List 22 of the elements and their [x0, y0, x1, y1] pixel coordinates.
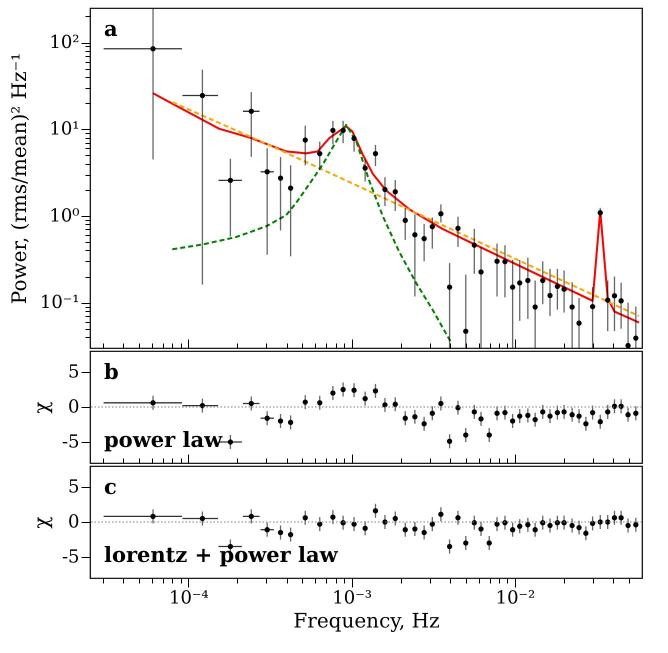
y-tick-label: 0 — [68, 512, 80, 532]
x-tick-label: 10⁻³ — [332, 588, 372, 608]
y-axis-title: χ — [28, 516, 53, 529]
y-tick-label: 0 — [68, 396, 80, 418]
x-tick-label: 10⁻⁴ — [169, 588, 209, 608]
y-tick-label: 10⁰ — [49, 205, 80, 226]
y-tick-label: -5 — [62, 432, 80, 452]
y-axis-title: Power, (rms/mean)² Hz⁻¹ — [6, 52, 31, 304]
y-tick-label: 10⁻¹ — [40, 292, 80, 314]
y-tick-label: 10¹ — [49, 118, 80, 140]
annotation: a — [104, 16, 118, 41]
x-tick-label: 10⁻² — [496, 588, 536, 608]
y-axis-title: χ — [28, 401, 53, 414]
annotation: b — [104, 359, 119, 384]
annotation: power law — [104, 427, 224, 452]
y-tick-label: 5 — [68, 362, 80, 382]
annotation: lorentz + power law — [104, 542, 339, 567]
x-axis-title: Frequency, Hz — [293, 608, 440, 632]
y-tick-label: 10² — [49, 32, 80, 54]
annotation: c — [104, 474, 117, 499]
y-tick-label: 5 — [68, 476, 80, 498]
y-tick-label: -5 — [62, 546, 80, 568]
